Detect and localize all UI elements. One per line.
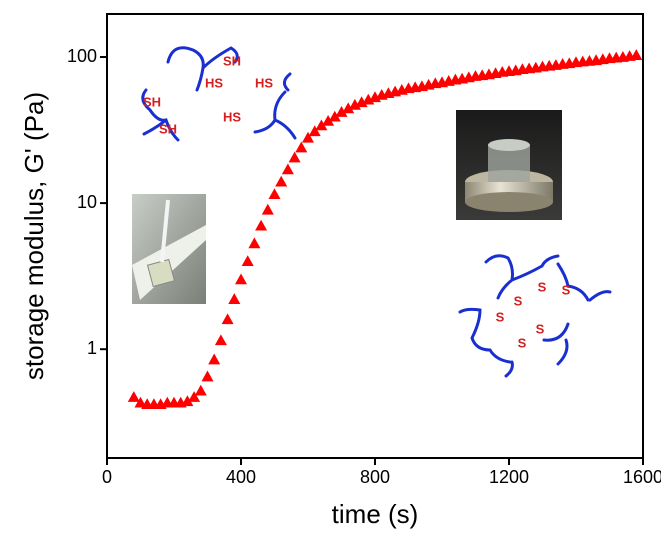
marker <box>282 163 294 174</box>
annotation: HS <box>205 75 223 90</box>
annotation: S <box>514 293 523 308</box>
annotation: SH <box>159 121 177 136</box>
annotation: HS <box>255 75 273 90</box>
marker <box>215 334 227 345</box>
y-tick-label: 10 <box>77 192 97 212</box>
marker <box>269 188 281 199</box>
y-tick-label: 100 <box>67 46 97 66</box>
marker <box>255 220 267 231</box>
marker <box>235 273 247 284</box>
marker <box>262 204 274 215</box>
marker <box>242 255 254 266</box>
marker <box>128 391 140 402</box>
annotation: SH <box>223 53 241 68</box>
marker <box>275 176 287 187</box>
marker <box>295 142 307 153</box>
marker <box>630 49 642 60</box>
y-tick-label: 1 <box>87 338 97 358</box>
x-tick-label: 800 <box>360 467 390 487</box>
photo-vial <box>132 194 206 304</box>
marker <box>248 237 260 248</box>
x-tick-label: 1200 <box>489 467 529 487</box>
annotation: SH <box>143 94 161 109</box>
annotation: S <box>496 309 505 324</box>
annotation: S <box>536 321 545 336</box>
photo-gel <box>456 110 562 220</box>
marker <box>289 152 301 163</box>
chart: 0 400 800 1200 1600 1 10 100 time (s) storage mod… <box>0 0 661 533</box>
annotation: S <box>518 335 527 350</box>
annotation: S <box>562 282 571 297</box>
marker <box>228 293 240 304</box>
molecules-disulfide <box>460 256 610 376</box>
annotation: S <box>538 279 547 294</box>
marker <box>195 385 207 396</box>
x-axis-label: time (s) <box>332 499 419 529</box>
x-tick-label: 0 <box>102 467 112 487</box>
y-axis-label: storage modulus, G' (Pa) <box>19 92 49 380</box>
annotation: HS <box>223 109 241 124</box>
marker <box>208 354 220 365</box>
marker <box>202 371 214 382</box>
x-tick-label: 400 <box>226 467 256 487</box>
marker <box>222 313 234 324</box>
x-tick-label: 1600 <box>623 467 661 487</box>
